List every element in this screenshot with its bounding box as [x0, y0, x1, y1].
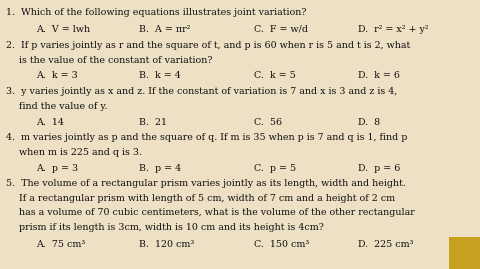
Text: 1.  Which of the following equations illustrates joint variation?: 1. Which of the following equations illu… — [6, 8, 307, 17]
Text: is the value of the constant of variation?: is the value of the constant of variatio… — [19, 56, 213, 65]
Text: C.  56: C. 56 — [254, 118, 283, 126]
Text: C.  p = 5: C. p = 5 — [254, 164, 297, 173]
Text: has a volume of 70 cubic centimeters, what is the volume of the other rectangula: has a volume of 70 cubic centimeters, wh… — [19, 208, 415, 217]
Text: A.  14: A. 14 — [36, 118, 64, 126]
Text: 2.  If p varies jointly as r and the square of t, and p is 60 when r is 5 and t : 2. If p varies jointly as r and the squa… — [6, 41, 410, 50]
Text: D.  p = 6: D. p = 6 — [358, 164, 400, 173]
Text: 3.  y varies jointly as x and z. If the constant of variation is 7 and x is 3 an: 3. y varies jointly as x and z. If the c… — [6, 87, 397, 95]
Text: B.  120 cm³: B. 120 cm³ — [139, 240, 194, 249]
Text: C.  k = 5: C. k = 5 — [254, 71, 296, 80]
Text: when m is 225 and q is 3.: when m is 225 and q is 3. — [19, 148, 142, 157]
Text: D.  8: D. 8 — [358, 118, 380, 126]
Text: B.  p = 4: B. p = 4 — [139, 164, 181, 173]
Text: D.  225 cm³: D. 225 cm³ — [358, 240, 413, 249]
Text: A.  p = 3: A. p = 3 — [36, 164, 78, 173]
Text: B.  21: B. 21 — [139, 118, 167, 126]
Text: C.  150 cm³: C. 150 cm³ — [254, 240, 310, 249]
Text: B.  A = πr²: B. A = πr² — [139, 25, 191, 34]
Text: D.  r² = x² + y²: D. r² = x² + y² — [358, 25, 428, 34]
Text: find the value of y.: find the value of y. — [19, 102, 108, 111]
Text: A.  V = lwh: A. V = lwh — [36, 25, 90, 34]
Text: A.  k = 3: A. k = 3 — [36, 71, 78, 80]
Text: B.  k = 4: B. k = 4 — [139, 71, 181, 80]
Text: A.  75 cm³: A. 75 cm³ — [36, 240, 85, 249]
FancyBboxPatch shape — [449, 237, 480, 269]
Text: C.  F = w/d: C. F = w/d — [254, 25, 308, 34]
Text: 5.  The volume of a rectangular prism varies jointly as its length, width and he: 5. The volume of a rectangular prism var… — [6, 179, 406, 188]
Text: D.  k = 6: D. k = 6 — [358, 71, 399, 80]
Text: If a rectangular prism with length of 5 cm, width of 7 cm and a height of 2 cm: If a rectangular prism with length of 5 … — [19, 194, 396, 203]
Text: prism if its length is 3cm, width is 10 cm and its height is 4cm?: prism if its length is 3cm, width is 10 … — [19, 223, 324, 232]
Text: 4.  m varies jointly as p and the square of q. If m is 35 when p is 7 and q is 1: 4. m varies jointly as p and the square … — [6, 133, 408, 142]
